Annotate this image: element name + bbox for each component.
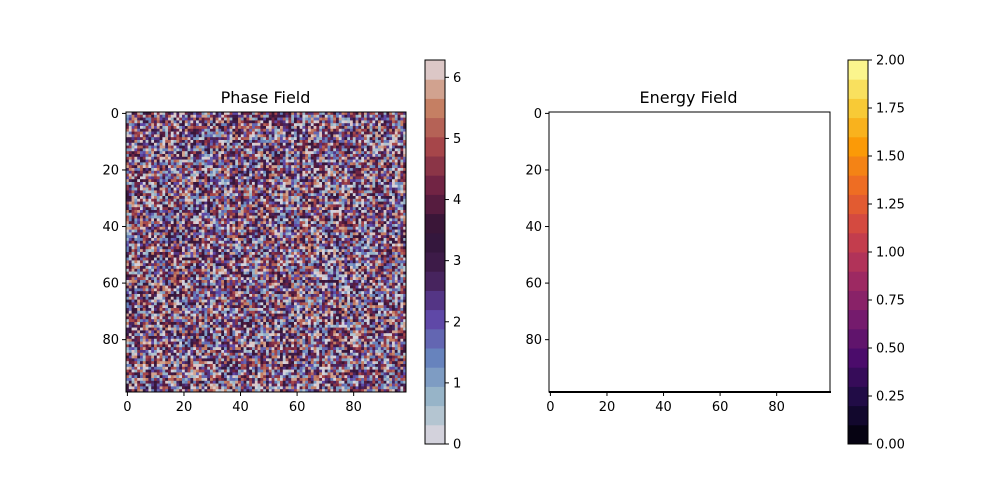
colorbar-band xyxy=(425,290,445,311)
y-tick-label: 20 xyxy=(525,163,542,178)
energy-field-title: Energy Field xyxy=(639,88,737,107)
x-tick-label: 60 xyxy=(289,400,306,415)
energy-field-heatmap xyxy=(549,112,829,392)
colorbar-tick-label: 0 xyxy=(453,438,461,453)
colorbar-band xyxy=(425,367,445,387)
colorbar-band xyxy=(848,232,868,253)
x-tick-label: 40 xyxy=(655,400,672,415)
x-tick-label: 20 xyxy=(176,400,193,415)
colorbar-band xyxy=(425,232,445,253)
colorbar-band xyxy=(848,290,868,311)
phase-field-x-axis: 0 20 40 60 80 xyxy=(123,392,362,415)
y-tick-label: 40 xyxy=(525,220,542,235)
phase-field-y-axis: 0 20 40 60 80 xyxy=(102,107,126,348)
colorbar-tick-label: 2.00 xyxy=(876,54,905,69)
colorbar-band xyxy=(425,271,445,291)
colorbar-tick-label: 1.00 xyxy=(876,246,905,261)
colorbar-band xyxy=(848,60,868,80)
colorbar-tick-label: 6 xyxy=(453,71,461,86)
colorbar-tick-label: 0.75 xyxy=(876,294,905,309)
colorbar-band xyxy=(848,424,868,445)
y-tick-label: 20 xyxy=(102,163,119,178)
y-tick-label: 80 xyxy=(525,333,542,348)
energy-field-panel: Energy Field 0 20 40 60 80 0 20 40 60 80 0.00 0.2… xyxy=(525,54,905,453)
colorbar-tick-label: 3 xyxy=(453,254,461,269)
colorbar-tick-label: 1.25 xyxy=(876,198,905,213)
colorbar-band xyxy=(848,156,868,176)
energy-field-x-axis: 0 20 40 60 80 xyxy=(546,392,785,415)
colorbar-band xyxy=(425,213,445,234)
colorbar-band xyxy=(425,405,445,426)
x-tick-label: 0 xyxy=(546,400,554,415)
y-tick-label: 80 xyxy=(102,333,119,348)
colorbar-band xyxy=(848,367,868,387)
colorbar-tick-label: 1 xyxy=(453,376,461,391)
colorbar-band xyxy=(425,60,445,80)
energy-field-colorbar xyxy=(848,60,868,445)
x-tick-label: 80 xyxy=(345,400,362,415)
phase-field-colorbar xyxy=(425,60,445,445)
x-tick-label: 80 xyxy=(768,400,785,415)
y-tick-label: 40 xyxy=(102,220,119,235)
colorbar-tick-label: 0.00 xyxy=(876,438,905,453)
phase-field-panel: Phase Field 0 20 40 60 80 0 20 40 60 80 0 1 2 3 4 5 6 xyxy=(102,59,461,453)
colorbar-band xyxy=(425,156,445,176)
colorbar-band xyxy=(425,117,445,138)
colorbar-band xyxy=(425,175,445,195)
colorbar-band xyxy=(848,386,868,407)
colorbar-band xyxy=(848,194,868,215)
colorbar-band xyxy=(848,271,868,291)
phase-field-colorbar-frame xyxy=(424,59,446,445)
phase-field-heatmap xyxy=(126,112,407,393)
colorbar-band xyxy=(848,328,868,349)
colorbar-band xyxy=(848,98,868,119)
colorbar-band xyxy=(848,136,868,157)
colorbar-band xyxy=(848,405,868,426)
colorbar-band xyxy=(848,175,868,195)
colorbar-tick-label: 1.50 xyxy=(876,150,905,165)
x-tick-label: 60 xyxy=(712,400,729,415)
colorbar-band xyxy=(425,252,445,272)
colorbar-band xyxy=(848,309,868,330)
colorbar-band xyxy=(848,348,868,368)
colorbar-band xyxy=(848,213,868,234)
energy-field-colorbar-ticks: 0.00 0.25 0.50 0.75 1.00 1.25 1.50 1.75 2.00 xyxy=(868,54,905,453)
colorbar-band xyxy=(425,194,445,215)
colorbar-band xyxy=(848,252,868,272)
y-tick-label: 0 xyxy=(111,107,119,122)
y-tick-label: 60 xyxy=(102,277,119,292)
colorbar-tick-label: 5 xyxy=(453,132,461,147)
energy-field-frame xyxy=(548,111,831,393)
phase-field-colorbar-ticks: 0 1 2 3 4 5 6 xyxy=(445,71,461,453)
colorbar-band xyxy=(425,386,445,407)
colorbar-tick-label: 1.75 xyxy=(876,102,905,117)
colorbar-band xyxy=(425,79,445,99)
phase-field-frame xyxy=(125,111,407,393)
colorbar-tick-label: 0.25 xyxy=(876,390,905,405)
colorbar-band xyxy=(848,117,868,138)
colorbar-tick-label: 2 xyxy=(453,315,461,330)
y-tick-label: 60 xyxy=(525,277,542,292)
colorbar-tick-label: 4 xyxy=(453,193,461,208)
colorbar-band xyxy=(425,98,445,119)
x-tick-label: 40 xyxy=(232,400,249,415)
x-tick-label: 0 xyxy=(123,400,131,415)
x-tick-label: 20 xyxy=(599,400,616,415)
colorbar-band xyxy=(425,424,445,445)
colorbar-band xyxy=(425,348,445,368)
colorbar-band xyxy=(425,309,445,330)
colorbar-band xyxy=(425,136,445,157)
colorbar-band xyxy=(848,79,868,99)
phase-field-title: Phase Field xyxy=(221,88,311,107)
colorbar-band xyxy=(425,328,445,349)
colorbar-tick-label: 0.50 xyxy=(876,342,905,357)
y-tick-label: 0 xyxy=(534,107,542,122)
energy-field-y-axis: 0 20 40 60 80 xyxy=(525,107,549,348)
